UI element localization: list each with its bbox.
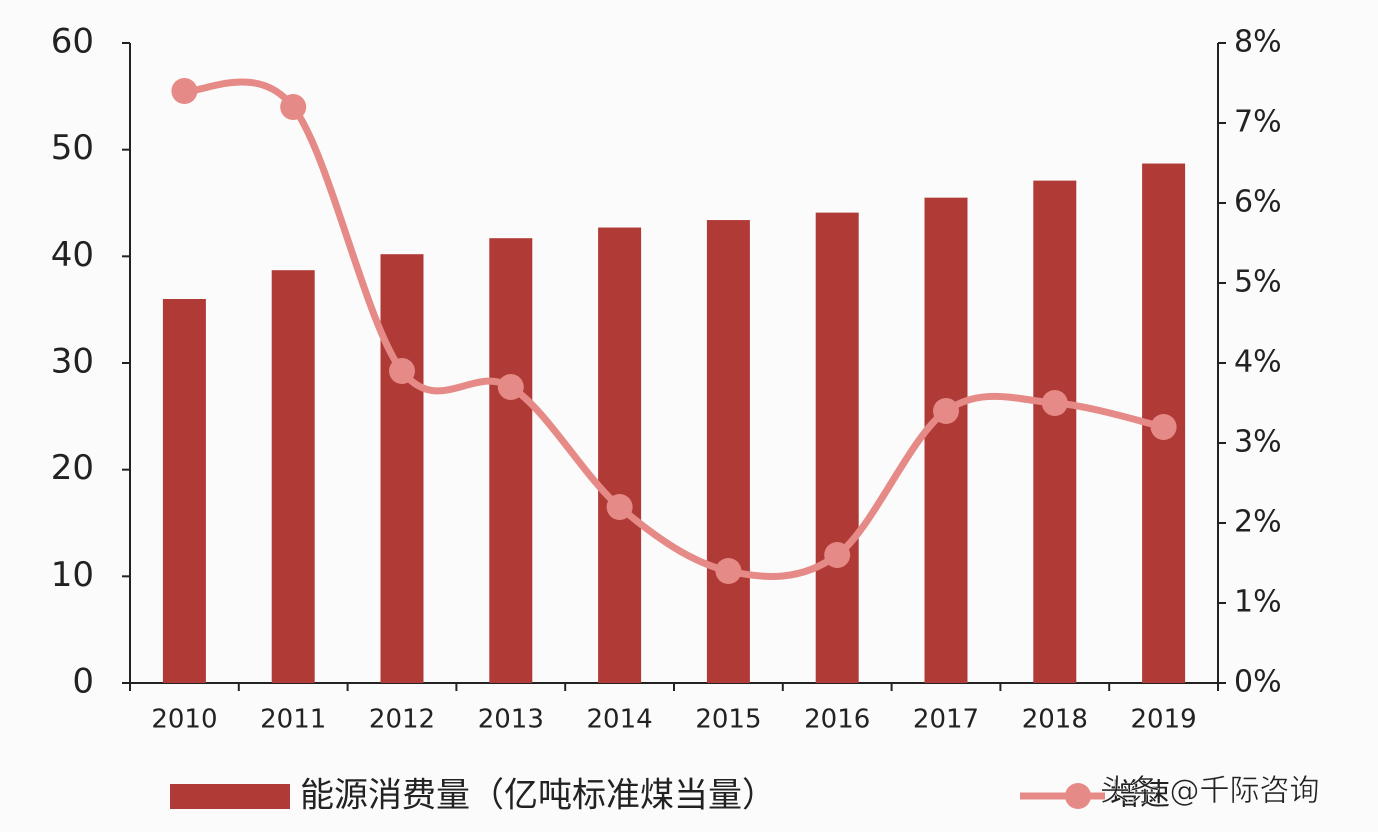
y2-tick-label: 5%	[1234, 265, 1282, 300]
bar	[162, 299, 206, 683]
x-tick-label: 2014	[587, 705, 653, 735]
legend-marker	[1065, 783, 1091, 809]
line-marker	[389, 358, 415, 384]
y-tick-label: 0	[72, 662, 94, 702]
watermark: 头条 @千际咨询	[1100, 774, 1320, 809]
x-tick-label: 2010	[151, 705, 217, 735]
x-tick-label: 2017	[913, 705, 979, 735]
bar	[489, 238, 533, 683]
y2-tick-label: 0%	[1234, 665, 1282, 700]
line-marker	[1041, 390, 1068, 416]
legend-swatch	[170, 784, 290, 809]
x-tick-label: 2015	[695, 705, 761, 735]
bar	[924, 197, 968, 683]
x-tick-label: 2019	[1131, 705, 1197, 735]
line-marker	[1150, 414, 1177, 440]
y-tick-label: 10	[51, 555, 94, 595]
legend-label: 能源消费量（亿吨标准煤当量）	[300, 776, 776, 816]
y2-tick-label: 1%	[1234, 585, 1282, 620]
bar	[1033, 180, 1077, 683]
y-tick-label: 40	[51, 235, 94, 275]
y-tick-label: 60	[51, 22, 94, 62]
y2-tick-label: 3%	[1234, 425, 1282, 460]
x-tick-label: 2013	[478, 705, 544, 735]
x-tick-label: 2018	[1022, 705, 1088, 735]
line	[180, 78, 1168, 580]
bar	[271, 270, 315, 683]
line-marker	[933, 398, 959, 424]
x-tick-label: 2012	[369, 705, 435, 735]
line-marker	[497, 374, 524, 400]
y2-tick-label: 7%	[1234, 105, 1282, 140]
legend-label: 增速	[1110, 778, 1170, 813]
line-marker	[715, 558, 742, 584]
y2-tick-label: 2%	[1234, 505, 1282, 540]
y-tick-label: 50	[51, 128, 94, 168]
line-marker	[606, 494, 633, 520]
line-marker	[280, 94, 307, 120]
y2-tick-label: 6%	[1234, 185, 1282, 220]
y2-tick-label: 8%	[1234, 25, 1282, 60]
x-tick-label: 2011	[260, 705, 326, 735]
y2-tick-label: 4%	[1234, 345, 1282, 380]
y-tick-label: 30	[51, 342, 94, 382]
bar	[815, 212, 859, 683]
bar	[706, 220, 750, 684]
x-tick-label: 2016	[804, 705, 870, 735]
bar	[598, 227, 642, 684]
line-marker	[171, 78, 198, 104]
bar	[380, 254, 424, 683]
line-marker	[824, 542, 851, 568]
y-tick-label: 20	[51, 448, 94, 488]
